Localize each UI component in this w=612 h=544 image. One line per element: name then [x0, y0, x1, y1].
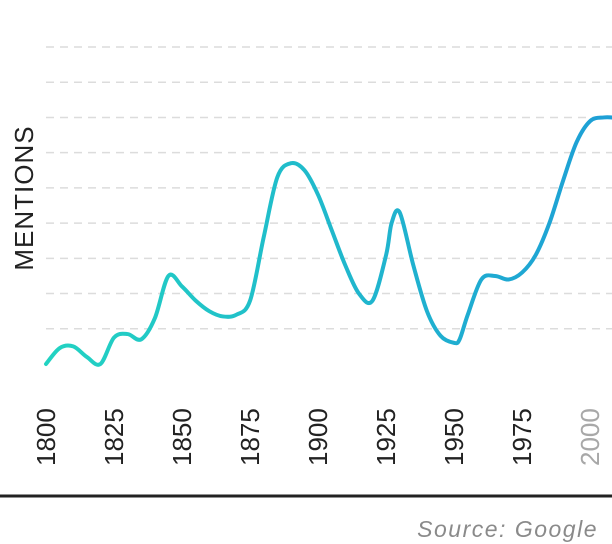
x-tick-label: 1875	[235, 408, 265, 466]
x-tick-label: 2000	[575, 408, 605, 466]
x-tick-label: 1825	[99, 408, 129, 466]
source-note: Source: Google	[417, 516, 598, 542]
gridlines	[46, 46, 612, 330]
x-tick-label: 1975	[507, 408, 537, 466]
x-tick-label: 1800	[31, 408, 61, 466]
series-line	[44, 115, 612, 367]
x-tick-label: 1850	[167, 408, 197, 466]
x-axis-ticks: 1800 1825 1850 1875 1900 1925 1950 1975 2000	[31, 408, 605, 466]
x-tick-label: 1900	[303, 408, 333, 466]
x-tick-label: 1950	[439, 408, 469, 466]
x-tick-label: 1925	[371, 408, 401, 466]
y-axis-label: MENTIONS	[9, 125, 39, 270]
